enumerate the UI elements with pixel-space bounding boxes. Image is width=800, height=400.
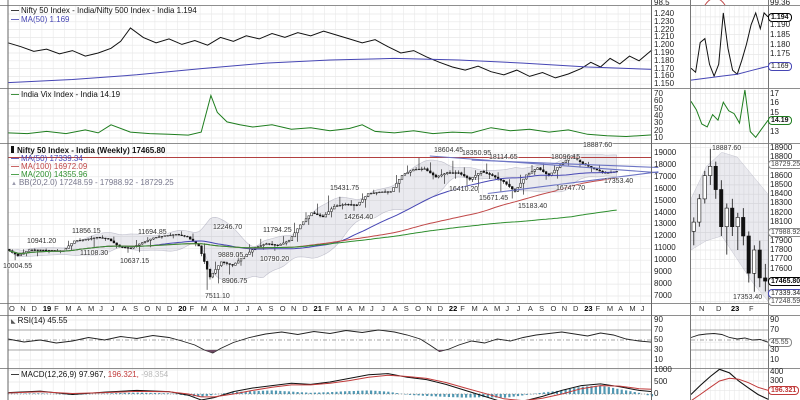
nifty-bb-text: BB(20,2.0) 17248.59 - 17988.92 - 18729.2… <box>18 178 174 187</box>
rsi-legend: ◣ RSI(14) 45.55 <box>11 316 68 326</box>
macd-panel-plot[interactable] <box>8 368 652 400</box>
ratio-legend-text: Nifty 50 Index - India/Nifty 500 Index -… <box>21 6 197 15</box>
ratio-ma-legend: — MA(50) 1.169 <box>11 16 69 24</box>
nifty-ma100-text: MA(100) 16972.09 <box>21 162 88 171</box>
nifty-ma200-text: MA(200) 14355.96 <box>21 170 88 179</box>
indicator-icon: ◣ <box>11 319 16 325</box>
line-series-icon: — <box>11 370 19 379</box>
macd-value: 97.967, <box>78 370 106 379</box>
rsi-panel-plot[interactable] <box>8 315 652 368</box>
line-series-icon: — <box>11 170 19 179</box>
line-series-icon: — <box>11 162 19 171</box>
vix-legend-text: India Vix Index - India 14.19 <box>21 90 121 99</box>
vix-panel-plot[interactable] <box>8 88 652 143</box>
macd-legend-text: MACD(12,26,9) <box>21 370 77 379</box>
vix-legend: — India Vix Index - India 14.19 <box>11 91 120 99</box>
rsi-legend-text: RSI(14) 45.55 <box>17 316 68 325</box>
ratio-panel-plot[interactable] <box>8 5 652 88</box>
line-series-icon: — <box>11 6 19 15</box>
nifty-ma50-legend: — MA(50) 17339.34 <box>11 155 83 163</box>
zoom-preview-plot[interactable] <box>691 5 768 400</box>
nifty-panel-plot[interactable] <box>8 143 652 303</box>
nifty-legend-text: Nifty 50 Index - India (Weekly) 17465.80 <box>17 146 166 155</box>
nifty-legend-title: Nifty 50 Index - India (Weekly) 17465.80 <box>11 146 165 155</box>
macd-hist-value: -98.354 <box>141 370 169 379</box>
macd-signal-value: 196.321, <box>107 370 139 379</box>
nifty-ma200-legend: — MA(200) 14355.96 <box>11 171 87 179</box>
line-series-icon: — <box>11 15 19 24</box>
nifty-bb-legend: ▲ BB(20,2.0) 17248.59 - 17988.92 - 18729.… <box>11 178 174 188</box>
nifty-ma100-legend: — MA(100) 16972.09 <box>11 163 87 171</box>
bollinger-band-icon: ▲ <box>11 181 17 187</box>
candlestick-icon <box>11 146 14 153</box>
nifty-ma50-text: MA(50) 17339.34 <box>21 154 83 163</box>
ratio-legend-title: — Nifty 50 Index - India/Nifty 500 Index … <box>11 7 197 15</box>
line-series-icon: — <box>11 90 19 99</box>
line-series-icon: — <box>11 154 19 163</box>
macd-legend: — MACD(12,26,9) 97.967, 196.321, -98.354 <box>11 371 168 379</box>
ratio-ma-legend-text: MA(50) 1.169 <box>21 15 70 24</box>
